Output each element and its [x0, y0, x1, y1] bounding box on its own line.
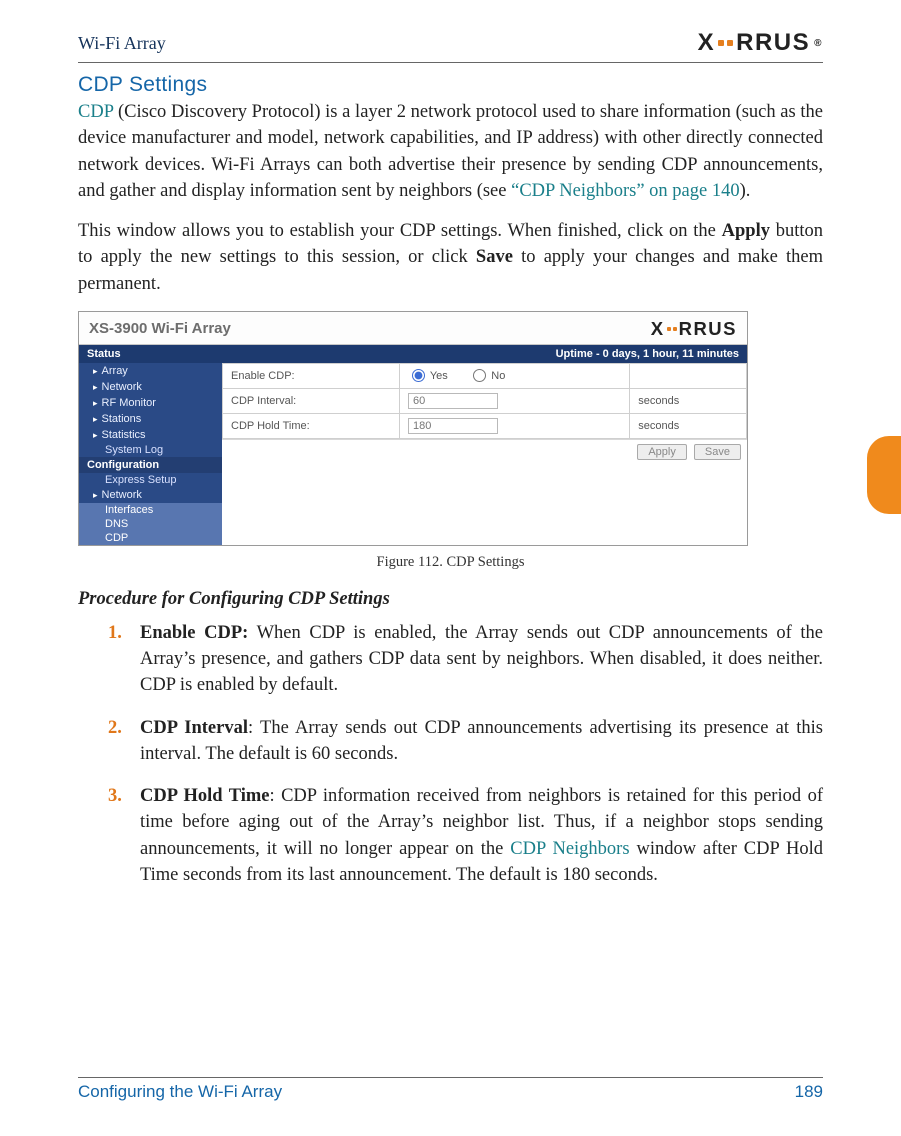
app-brand-logo: XRRUS	[651, 318, 737, 340]
radio-yes[interactable]: Yes	[408, 370, 448, 382]
sidebar-item-rf-monitor[interactable]: RF Monitor	[79, 395, 222, 411]
row-hold-label: CDP Hold Time:	[223, 413, 400, 438]
page-tab-marker	[867, 436, 901, 514]
sidebar-sub-dns[interactable]: DNS	[79, 517, 222, 531]
step-3: CDP Hold Time: CDP information received …	[108, 783, 823, 888]
footer-rule	[78, 1077, 823, 1078]
radio-no[interactable]: No	[469, 370, 505, 382]
sidebar-item-network-cfg[interactable]: Network	[79, 487, 222, 503]
app-product-title: XS-3900 Wi-Fi Array	[89, 320, 231, 337]
row-interval-unit: seconds	[630, 388, 747, 413]
page-number: 189	[795, 1082, 823, 1102]
apply-button[interactable]: Apply	[637, 444, 687, 460]
row-hold-unit: seconds	[630, 413, 747, 438]
sidebar-item-express-setup[interactable]: Express Setup	[79, 473, 222, 487]
sidebar-item-statistics[interactable]: Statistics	[79, 427, 222, 443]
figure-caption: Figure 112. CDP Settings	[78, 554, 823, 571]
section-heading: CDP Settings	[78, 73, 823, 97]
cdp-neighbors-ref-link[interactable]: “CDP Neighbors” on page 140	[511, 181, 739, 201]
brand-logo: XRRUS®	[698, 29, 823, 57]
sidebar-sub-interfaces[interactable]: Interfaces	[79, 503, 222, 517]
sidebar-item-system-log[interactable]: System Log	[79, 443, 222, 457]
paragraph-2: This window allows you to establish your…	[78, 218, 823, 297]
sidebar-item-array[interactable]: Array	[79, 363, 222, 379]
step-1: Enable CDP: When CDP is enabled, the Arr…	[108, 620, 823, 699]
input-cdp-interval[interactable]	[408, 393, 498, 409]
input-cdp-hold-time[interactable]	[408, 418, 498, 434]
sidebar-item-network[interactable]: Network	[79, 379, 222, 395]
step-2: CDP Interval: The Array sends out CDP an…	[108, 715, 823, 768]
sidebar-item-stations[interactable]: Stations	[79, 411, 222, 427]
status-uptime: Uptime - 0 days, 1 hour, 11 minutes	[556, 348, 739, 360]
cdp-neighbors-link[interactable]: CDP Neighbors	[510, 839, 629, 859]
save-button[interactable]: Save	[694, 444, 741, 460]
row-interval-label: CDP Interval:	[223, 388, 400, 413]
settings-table: Enable CDP: Yes No CDP Interval:	[222, 363, 747, 439]
cdp-link[interactable]: CDP	[78, 102, 113, 122]
row-enable-cdp-label: Enable CDP:	[223, 363, 400, 388]
sidebar-group-configuration: Configuration	[79, 457, 222, 473]
sidebar-sub-cdp[interactable]: CDP	[79, 531, 222, 545]
status-left: Status	[87, 348, 121, 360]
doc-title: Wi-Fi Array	[78, 33, 166, 54]
top-rule	[78, 62, 823, 63]
paragraph-1: CDP (Cisco Discovery Protocol) is a laye…	[78, 99, 823, 204]
sidebar: Array Network RF Monitor Stations Statis…	[79, 363, 222, 545]
figure-cdp-settings: XS-3900 Wi-Fi Array XRRUS Status Uptime …	[78, 311, 748, 546]
procedure-heading: Procedure for Configuring CDP Settings	[78, 589, 823, 610]
footer-section: Configuring the Wi-Fi Array	[78, 1082, 282, 1102]
